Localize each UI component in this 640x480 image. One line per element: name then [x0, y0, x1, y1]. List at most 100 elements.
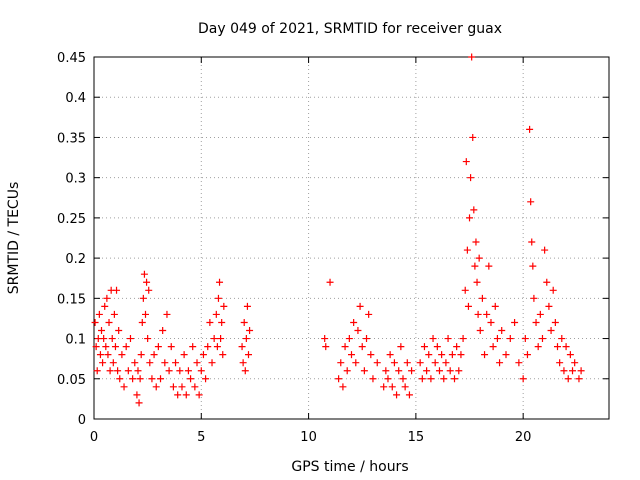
x-tick-label: 5 — [197, 430, 205, 445]
y-tick-label: 0.2 — [65, 252, 86, 267]
data-point — [438, 351, 446, 359]
data-point — [178, 383, 186, 391]
data-point — [506, 335, 514, 343]
data-point — [425, 351, 433, 359]
data-point — [549, 286, 557, 294]
data-point — [534, 343, 542, 351]
data-point — [193, 359, 201, 367]
data-point — [528, 238, 536, 246]
data-point — [126, 335, 134, 343]
data-point — [431, 359, 439, 367]
data-point — [532, 318, 540, 326]
data-point — [110, 310, 118, 318]
data-point — [551, 318, 559, 326]
data-point — [197, 367, 205, 375]
data-point — [442, 359, 450, 367]
data-point — [108, 335, 116, 343]
data-point — [326, 278, 334, 286]
data-point — [148, 375, 156, 383]
data-point — [382, 367, 390, 375]
data-point — [463, 246, 471, 254]
data-point — [481, 351, 489, 359]
data-point — [182, 391, 190, 399]
x-axis-label: GPS time / hours — [291, 459, 408, 475]
data-point — [462, 158, 470, 166]
data-point — [420, 343, 428, 351]
chart-title: Day 049 of 2021, SRMTID for receiver gua… — [198, 21, 502, 37]
data-point — [96, 351, 104, 359]
data-point — [468, 53, 476, 61]
data-point — [530, 294, 538, 302]
data-point — [354, 327, 362, 335]
data-point — [161, 359, 169, 367]
data-point — [213, 343, 221, 351]
data-point — [388, 383, 396, 391]
data-point — [384, 375, 392, 383]
data-point — [348, 351, 355, 359]
data-point — [202, 375, 210, 383]
y-tick-label: 0.25 — [57, 212, 86, 227]
data-point — [219, 351, 227, 359]
data-point — [390, 359, 398, 367]
data-point — [103, 294, 111, 302]
x-tick-label: 0 — [90, 430, 98, 445]
y-tick-label: 0.35 — [57, 131, 86, 146]
data-point — [358, 343, 366, 351]
data-point — [144, 335, 152, 343]
data-point — [487, 318, 495, 326]
data-point — [238, 343, 246, 351]
data-point — [124, 367, 132, 375]
data-point — [242, 335, 250, 343]
data-point — [115, 327, 123, 335]
data-point — [395, 367, 403, 375]
data-point — [321, 335, 329, 343]
data-point — [133, 391, 141, 399]
data-point — [104, 351, 112, 359]
data-point — [137, 351, 145, 359]
data-point — [529, 262, 537, 270]
data-point — [521, 335, 529, 343]
data-point — [206, 318, 214, 326]
data-point — [138, 318, 146, 326]
data-point — [405, 391, 413, 399]
data-point — [105, 318, 113, 326]
data-point — [143, 278, 151, 286]
data-point — [478, 294, 486, 302]
data-point — [142, 310, 149, 318]
data-point — [246, 327, 254, 335]
data-point — [393, 391, 401, 399]
data-point — [464, 302, 472, 310]
data-point — [220, 302, 228, 310]
data-point — [106, 367, 114, 375]
data-point — [416, 359, 424, 367]
data-point — [538, 335, 546, 343]
data-point — [191, 383, 199, 391]
data-point — [511, 318, 519, 326]
y-axis-label: SRMTID / TECUs — [6, 182, 22, 295]
data-point — [113, 286, 121, 294]
data-point — [461, 286, 469, 294]
data-point — [92, 343, 100, 351]
data-point — [369, 375, 377, 383]
data-point — [199, 351, 207, 359]
data-point — [99, 359, 107, 367]
data-point — [154, 343, 162, 351]
data-point — [476, 327, 484, 335]
data-point — [386, 351, 394, 359]
data-point — [444, 335, 452, 343]
data-point — [519, 375, 527, 383]
data-point — [240, 318, 248, 326]
data-point — [401, 383, 409, 391]
data-point — [212, 310, 220, 318]
data-point — [152, 383, 160, 391]
y-tick-label: 0.15 — [57, 292, 86, 307]
data-point — [91, 318, 99, 326]
data-point — [474, 310, 482, 318]
data-point — [515, 359, 523, 367]
y-tick-label: 0.3 — [65, 172, 86, 187]
plot-frame — [93, 56, 610, 420]
data-point — [140, 270, 148, 278]
data-point — [146, 359, 154, 367]
data-point — [150, 351, 158, 359]
data-point — [343, 367, 351, 375]
